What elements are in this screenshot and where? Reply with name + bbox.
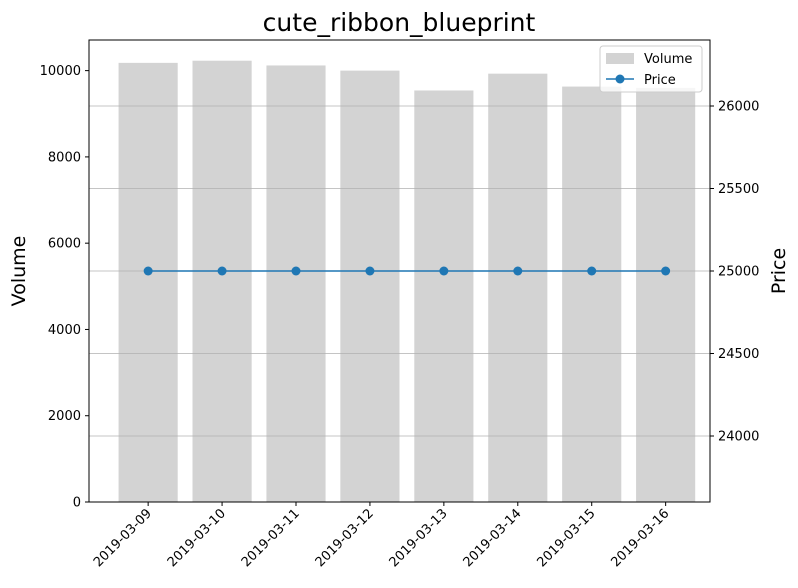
y-tick-label: 2000	[48, 409, 81, 424]
volume-bar	[562, 86, 622, 503]
x-tick-label: 2019-03-13	[387, 506, 451, 570]
y-tick-label: 10000	[40, 64, 81, 79]
legend-swatch-price-marker	[615, 74, 625, 84]
volume-bar	[192, 60, 252, 503]
price-point	[143, 266, 153, 276]
y-tick-label: 6000	[48, 237, 81, 252]
bar-series	[118, 60, 696, 503]
line-series	[143, 266, 671, 276]
legend-label-price: Price	[644, 73, 676, 88]
volume-bar	[266, 65, 326, 502]
price-point	[439, 266, 449, 276]
y-tick-label: 8000	[48, 150, 81, 165]
y-tick-label: 4000	[48, 323, 81, 338]
x-tick-label: 2019-03-16	[608, 506, 672, 570]
price-point	[661, 266, 671, 276]
x-tick-label: 2019-03-15	[535, 506, 599, 570]
y2-tick-label: 25500	[718, 182, 759, 197]
legend-swatch-volume	[606, 53, 634, 64]
volume-bar	[118, 62, 178, 503]
y-tick-label: 0	[73, 496, 81, 511]
x-tick-label: 2019-03-09	[91, 506, 155, 570]
price-point	[217, 266, 227, 276]
y-axis-label: Volume	[8, 236, 30, 307]
left-axis-ticks: 0 2000 4000 6000 8000 10000	[40, 64, 89, 511]
legend-label-volume: Volume	[644, 52, 692, 67]
x-tick-label: 2019-03-12	[313, 506, 377, 570]
price-point	[513, 266, 523, 276]
x-tick-label: 2019-03-14	[461, 506, 525, 570]
x-axis-ticks: 2019-03-09 2019-03-10 2019-03-11 2019-03-12…	[91, 502, 672, 570]
volume-bar	[636, 87, 696, 502]
right-axis-ticks: 24000 24500 25000 25500 26000	[710, 100, 759, 445]
price-point	[291, 266, 301, 276]
y2-tick-label: 24500	[718, 347, 759, 362]
legend: Volume Price	[599, 45, 703, 93]
x-tick-label: 2019-03-10	[165, 506, 229, 570]
volume-bar	[414, 90, 474, 503]
x-tick-label: 2019-03-11	[239, 506, 303, 570]
y2-tick-label: 26000	[718, 100, 759, 115]
chart-title: cute_ribbon_blueprint	[263, 8, 536, 37]
y2-tick-label: 24000	[718, 430, 759, 445]
price-point	[365, 266, 375, 276]
y2-axis-label: Price	[768, 248, 790, 294]
y2-tick-label: 25000	[718, 265, 759, 280]
volume-bar	[488, 73, 548, 502]
price-point	[587, 266, 597, 276]
volume-bar	[340, 70, 400, 503]
